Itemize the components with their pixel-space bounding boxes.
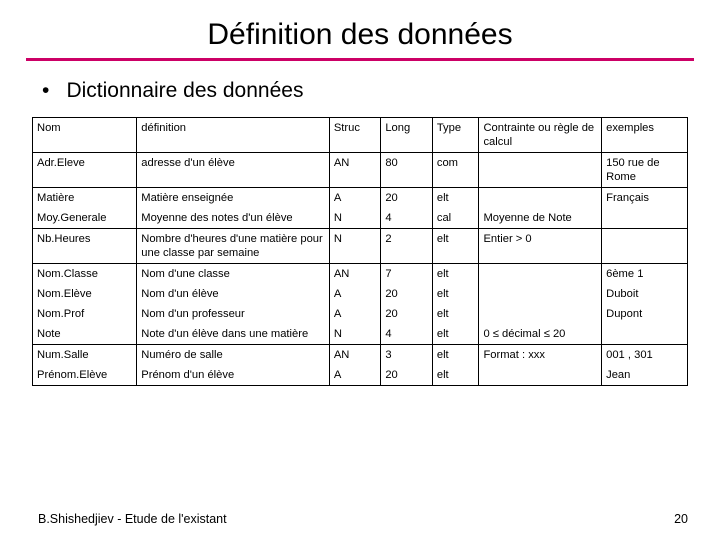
col-contrainte bbox=[479, 188, 602, 209]
col-type: elt bbox=[432, 324, 479, 345]
col-nom: Adr.Eleve bbox=[33, 153, 137, 188]
table-row: Nom.ElèveNom d'un élèveA20elt Duboit bbox=[33, 284, 688, 304]
table-row: Adr.Eleveadresse d'un élèveAN80com 150 ru… bbox=[33, 153, 688, 188]
col-struc: AN bbox=[329, 153, 381, 188]
col-nom: Moy.Generale bbox=[33, 208, 137, 229]
col-nom: Nom.Prof bbox=[33, 304, 137, 324]
col-long: Long bbox=[381, 118, 433, 153]
col-definition: Moyenne des notes d'un élève bbox=[137, 208, 330, 229]
col-definition: Prénom d'un élève bbox=[137, 365, 330, 386]
col-exemples: Duboit bbox=[602, 284, 688, 304]
subtitle-row: • Dictionnaire des données bbox=[32, 79, 688, 103]
col-exemples bbox=[602, 229, 688, 264]
table-row: NomdéfinitionStrucLongTypeContrainte ou … bbox=[33, 118, 688, 153]
col-exemples: 001 , 301 bbox=[602, 345, 688, 366]
col-long: 20 bbox=[381, 188, 433, 209]
page-number: 20 bbox=[674, 512, 688, 526]
col-nom: Nom.Classe bbox=[33, 264, 137, 285]
col-type: elt bbox=[432, 345, 479, 366]
col-type: elt bbox=[432, 229, 479, 264]
col-nom: Matière bbox=[33, 188, 137, 209]
col-type: elt bbox=[432, 284, 479, 304]
col-nom: Note bbox=[33, 324, 137, 345]
col-contrainte bbox=[479, 284, 602, 304]
col-contrainte: Entier > 0 bbox=[479, 229, 602, 264]
col-nom: Nb.Heures bbox=[33, 229, 137, 264]
col-definition: Nom d'un professeur bbox=[137, 304, 330, 324]
col-contrainte: Format : xxx bbox=[479, 345, 602, 366]
col-long: 20 bbox=[381, 284, 433, 304]
col-type: com bbox=[432, 153, 479, 188]
col-struc: A bbox=[329, 284, 381, 304]
table-row: NoteNote d'un élève dans une matièreN4el… bbox=[33, 324, 688, 345]
col-long: 3 bbox=[381, 345, 433, 366]
col-contrainte bbox=[479, 365, 602, 386]
col-nom: Num.Salle bbox=[33, 345, 137, 366]
col-nom: Nom bbox=[33, 118, 137, 153]
col-contrainte bbox=[479, 304, 602, 324]
table-row: Prénom.ElèvePrénom d'un élèveA20elt Jean bbox=[33, 365, 688, 386]
col-long: 7 bbox=[381, 264, 433, 285]
col-struc: AN bbox=[329, 264, 381, 285]
bullet-icon: • bbox=[42, 79, 62, 103]
col-type: elt bbox=[432, 264, 479, 285]
col-long: 20 bbox=[381, 365, 433, 386]
col-exemples: Français bbox=[602, 188, 688, 209]
col-definition: Nom d'une classe bbox=[137, 264, 330, 285]
col-type: elt bbox=[432, 365, 479, 386]
col-definition: adresse d'un élève bbox=[137, 153, 330, 188]
col-nom: Nom.Elève bbox=[33, 284, 137, 304]
page-title: Définition des données bbox=[32, 18, 688, 58]
col-type: Type bbox=[432, 118, 479, 153]
table-row: Nb.HeuresNombre d'heures d'une matière p… bbox=[33, 229, 688, 264]
col-long: 4 bbox=[381, 324, 433, 345]
col-contrainte bbox=[479, 264, 602, 285]
col-long: 2 bbox=[381, 229, 433, 264]
col-contrainte bbox=[479, 153, 602, 188]
subtitle-text: Dictionnaire des données bbox=[66, 79, 303, 102]
col-definition: Matière enseignée bbox=[137, 188, 330, 209]
col-exemples bbox=[602, 208, 688, 229]
col-exemples: exemples bbox=[602, 118, 688, 153]
col-type: cal bbox=[432, 208, 479, 229]
col-struc: N bbox=[329, 229, 381, 264]
col-contrainte: Moyenne de Note bbox=[479, 208, 602, 229]
col-type: elt bbox=[432, 304, 479, 324]
col-nom: Prénom.Elève bbox=[33, 365, 137, 386]
col-exemples bbox=[602, 324, 688, 345]
col-struc: N bbox=[329, 324, 381, 345]
col-exemples: 6ème 1 bbox=[602, 264, 688, 285]
col-contrainte: Contrainte ou règle de calcul bbox=[479, 118, 602, 153]
title-underline bbox=[26, 58, 694, 61]
col-struc: A bbox=[329, 365, 381, 386]
col-struc: A bbox=[329, 304, 381, 324]
col-long: 80 bbox=[381, 153, 433, 188]
col-type: elt bbox=[432, 188, 479, 209]
col-exemples: Jean bbox=[602, 365, 688, 386]
col-definition: Nom d'un élève bbox=[137, 284, 330, 304]
footer-text: B.Shishedjiev - Etude de l'existant bbox=[38, 512, 227, 526]
col-contrainte: 0 ≤ décimal ≤ 20 bbox=[479, 324, 602, 345]
table-row: MatièreMatière enseignéeA20elt Français bbox=[33, 188, 688, 209]
col-exemples: 150 rue de Rome bbox=[602, 153, 688, 188]
col-long: 20 bbox=[381, 304, 433, 324]
table-row: Moy.GeneraleMoyenne des notes d'un élève… bbox=[33, 208, 688, 229]
col-struc: A bbox=[329, 188, 381, 209]
col-definition: Nombre d'heures d'une matière pour une c… bbox=[137, 229, 330, 264]
table-row: Nom.ProfNom d'un professeurA20elt Dupont bbox=[33, 304, 688, 324]
col-definition: définition bbox=[137, 118, 330, 153]
table-row: Num.SalleNuméro de salleAN3eltFormat : x… bbox=[33, 345, 688, 366]
col-definition: Note d'un élève dans une matière bbox=[137, 324, 330, 345]
col-struc: AN bbox=[329, 345, 381, 366]
col-struc: N bbox=[329, 208, 381, 229]
data-dictionary-table: NomdéfinitionStrucLongTypeContrainte ou … bbox=[32, 117, 688, 386]
col-exemples: Dupont bbox=[602, 304, 688, 324]
col-long: 4 bbox=[381, 208, 433, 229]
col-struc: Struc bbox=[329, 118, 381, 153]
table-row: Nom.ClasseNom d'une classeAN7elt 6ème 1 bbox=[33, 264, 688, 285]
col-definition: Numéro de salle bbox=[137, 345, 330, 366]
